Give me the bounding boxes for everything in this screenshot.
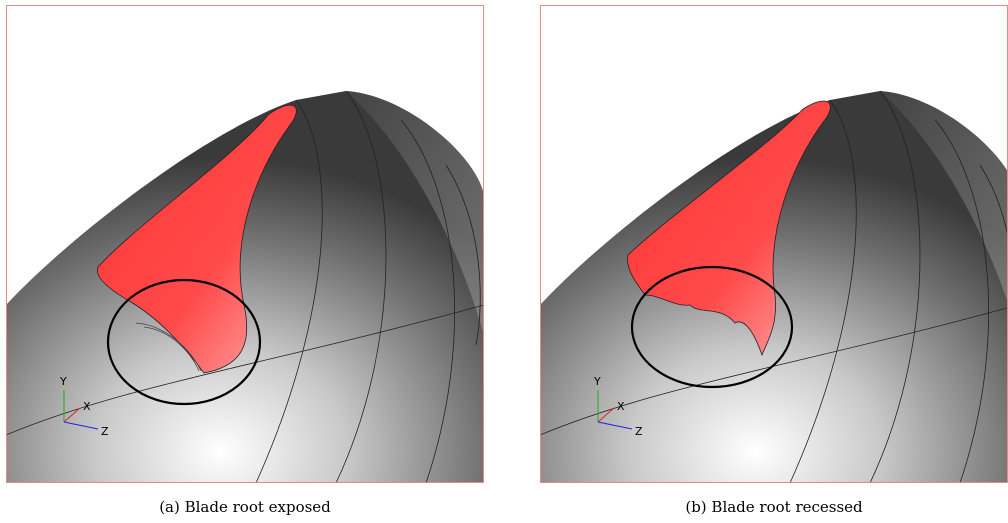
- axis-label: Y: [59, 375, 67, 388]
- panel-b: Y X Z: [540, 5, 1008, 483]
- axis-label: Z: [635, 425, 643, 438]
- caption: (b) Blade root recessed: [685, 498, 863, 516]
- axis-label: Y: [593, 375, 601, 388]
- panel-a: Y X Z: [6, 5, 484, 483]
- axis-label: X: [617, 400, 625, 413]
- axis-label: X: [83, 400, 91, 413]
- caption: (a) Blade root exposed: [159, 498, 331, 516]
- axis-label: Z: [101, 425, 109, 438]
